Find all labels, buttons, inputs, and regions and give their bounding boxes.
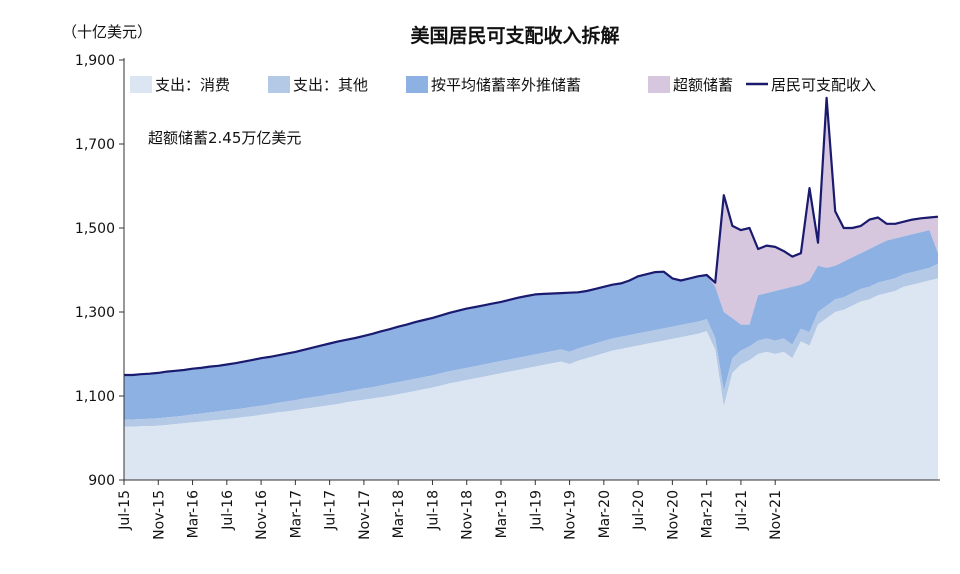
x-tick-label: Nov-19 (563, 490, 579, 540)
legend-swatch (406, 76, 428, 93)
y-tick-label: 1,300 (75, 305, 115, 321)
area-trend-savings (124, 230, 938, 420)
plot-areas (124, 96, 939, 480)
legend-swatch (268, 76, 290, 93)
y-tick-label: 1,900 (75, 53, 115, 69)
axes: 900 1,100 1,300 1,500 1,700 1,900 Jul-15 Nov-15… (75, 53, 940, 540)
area-consumption (124, 278, 938, 480)
x-tick-label: Mar-20 (597, 490, 613, 538)
area-other-spending (124, 263, 938, 427)
x-tick-label: Mar-18 (391, 490, 407, 538)
x-tick-label: Nov-16 (254, 490, 270, 540)
legend-label: 按平均储蓄率外推储蓄 (431, 76, 581, 94)
legend-label: 超额储蓄 (673, 76, 733, 94)
x-tick-label: Jul-20 (631, 490, 647, 531)
x-tick-label: Jul-15 (117, 490, 133, 531)
annotation: 超额储蓄2.45万亿美元 (148, 129, 301, 147)
x-tick-label: Nov-21 (768, 490, 784, 540)
x-tick-label: Jul-21 (734, 490, 750, 531)
legend-label: 居民可支配收入 (771, 76, 876, 94)
x-tick-label: Nov-17 (357, 490, 373, 540)
x-tick-label: Jul-18 (425, 490, 441, 531)
chart-title: 美国居民可支配收入拆解 (410, 24, 619, 47)
legend-swatch (130, 76, 152, 93)
x-tick-label: Mar-16 (186, 490, 202, 538)
y-tick-label: 1,700 (75, 137, 115, 153)
y-tick-label: 900 (88, 473, 115, 489)
line-disposable-income (124, 96, 939, 377)
x-tick-label: Mar-19 (494, 490, 510, 538)
x-tick-label: Jul-16 (220, 490, 236, 531)
legend: 支出：消费 支出：其他 按平均储蓄率外推储蓄 超额储蓄 居民可支配收入 (130, 76, 876, 94)
y-tick-label: 1,500 (75, 221, 115, 237)
x-tick-label: Jul-17 (323, 490, 339, 531)
x-tick-label: Mar-17 (288, 490, 304, 538)
x-tick-label: Nov-15 (151, 490, 167, 540)
x-tick-label: Nov-18 (460, 490, 476, 540)
legend-label: 支出：消费 (155, 76, 230, 94)
area-excess-savings (124, 97, 938, 376)
x-tick-label: Nov-20 (665, 490, 681, 540)
x-tick-label: Mar-21 (700, 490, 716, 538)
x-tick-label: Jul-19 (528, 490, 544, 531)
legend-label: 支出：其他 (293, 76, 368, 94)
legend-swatch (648, 76, 670, 93)
y-axis-label: （十亿美元） (62, 23, 152, 41)
y-tick-label: 1,100 (75, 389, 115, 405)
